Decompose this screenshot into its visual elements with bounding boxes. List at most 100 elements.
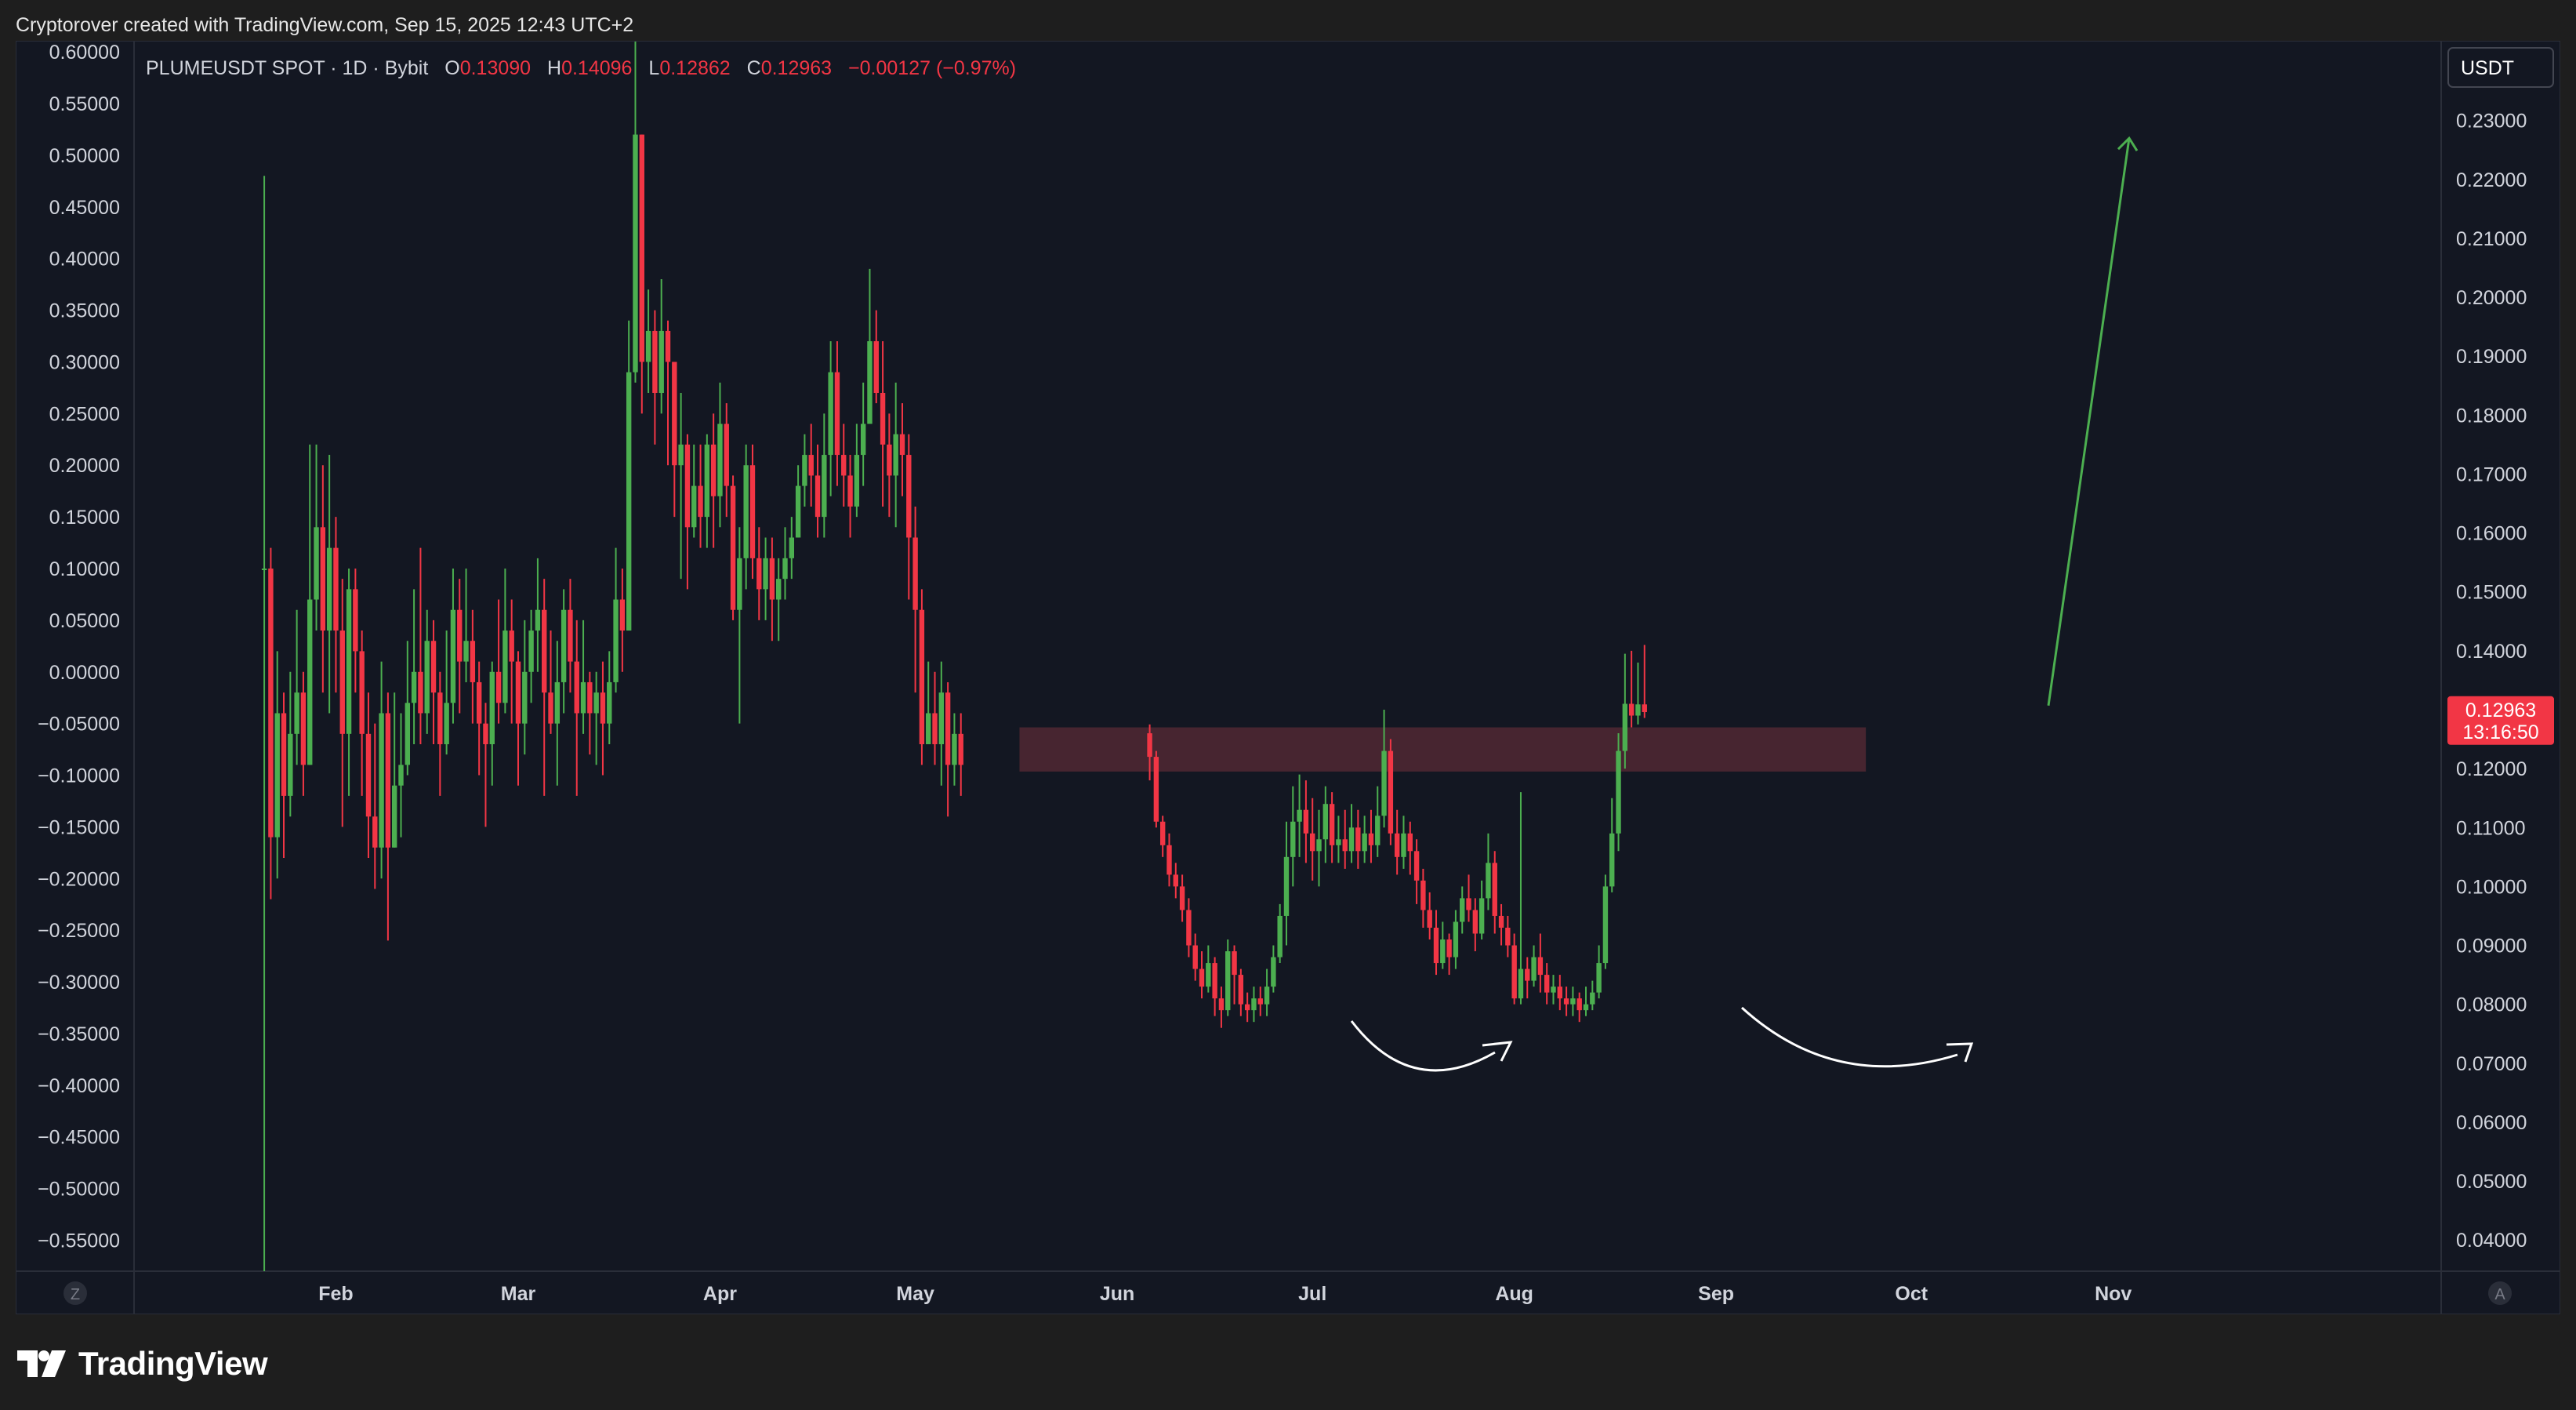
candle[interactable] (365, 692, 372, 858)
candle[interactable] (495, 599, 502, 724)
candle[interactable] (887, 413, 892, 518)
candle[interactable] (339, 579, 345, 827)
candle[interactable] (1642, 645, 1647, 718)
candle[interactable] (645, 289, 651, 393)
chart-panel[interactable]: 0.60000 0.55000 0.50000 0.45000 0.40000 0.350… (16, 41, 2560, 1314)
candle[interactable] (1316, 809, 1322, 887)
candle[interactable] (274, 651, 280, 879)
candle[interactable] (737, 527, 742, 724)
candle[interactable] (724, 403, 729, 518)
candle[interactable] (952, 713, 957, 786)
candle[interactable] (418, 547, 423, 744)
candle[interactable] (1368, 809, 1374, 863)
candle[interactable] (763, 537, 768, 620)
candle[interactable] (906, 434, 912, 600)
candle[interactable] (411, 589, 417, 744)
auto-scale-right-button[interactable]: A (2488, 1281, 2512, 1305)
candle[interactable] (932, 671, 938, 765)
candle[interactable] (385, 692, 391, 941)
candle[interactable] (281, 692, 287, 858)
candle[interactable] (1492, 851, 1497, 934)
candle[interactable] (769, 537, 775, 641)
candle[interactable] (1322, 786, 1329, 863)
candle[interactable] (1486, 833, 1491, 910)
candle[interactable] (847, 455, 853, 538)
candle[interactable] (1420, 868, 1426, 928)
candle[interactable] (1348, 804, 1355, 863)
candle[interactable] (554, 641, 561, 786)
candle[interactable] (1427, 892, 1432, 940)
candle[interactable] (587, 671, 593, 755)
right-price-axis[interactable]: 0.240000.230000.220000.210000.200000.190… (2456, 52, 2527, 1252)
candle[interactable] (1505, 915, 1511, 958)
candle[interactable] (782, 527, 788, 600)
candle[interactable] (1388, 739, 1394, 845)
candle[interactable] (1329, 792, 1335, 863)
candle[interactable] (430, 620, 437, 744)
candle[interactable] (1212, 957, 1217, 1016)
candle[interactable] (333, 517, 339, 693)
candle[interactable] (1290, 786, 1296, 887)
candle[interactable] (1433, 910, 1439, 976)
candle[interactable] (1537, 933, 1544, 993)
candle[interactable] (912, 506, 918, 693)
candle[interactable] (1303, 780, 1309, 863)
candle[interactable] (463, 569, 469, 682)
candle[interactable] (483, 703, 488, 827)
candle[interactable] (795, 465, 801, 538)
candle[interactable] (1186, 898, 1192, 958)
candle[interactable] (1570, 987, 1576, 1016)
candle[interactable] (717, 382, 723, 528)
candle[interactable] (476, 661, 482, 776)
candle[interactable] (1206, 945, 1211, 993)
left-price-axis[interactable]: 0.60000 0.55000 0.50000 0.45000 0.40000 0.350… (38, 42, 120, 1252)
candle[interactable] (574, 620, 579, 796)
auto-scale-left-button[interactable]: Z (63, 1281, 87, 1305)
candle[interactable] (815, 444, 821, 538)
candle[interactable] (730, 475, 736, 620)
candle[interactable] (828, 341, 833, 496)
candle[interactable] (372, 723, 378, 889)
candle[interactable] (1355, 809, 1361, 869)
candle[interactable] (320, 465, 326, 693)
candle[interactable] (561, 589, 567, 714)
candle[interactable] (1271, 945, 1276, 993)
candle[interactable] (841, 423, 847, 507)
candle[interactable] (1407, 821, 1413, 875)
candle[interactable] (1590, 980, 1595, 1011)
candle[interactable] (1472, 898, 1478, 952)
candle[interactable] (314, 444, 319, 631)
candle[interactable] (405, 641, 411, 776)
candle[interactable] (945, 681, 951, 817)
candle[interactable] (548, 631, 553, 734)
candle[interactable] (444, 631, 449, 755)
candle[interactable] (424, 609, 430, 734)
candle[interactable] (698, 444, 703, 548)
currency-button[interactable]: USDT (2447, 47, 2554, 88)
candle[interactable] (691, 444, 697, 538)
candle[interactable] (535, 558, 541, 672)
candle[interactable] (743, 444, 749, 590)
candle[interactable] (652, 310, 658, 445)
candle[interactable] (509, 599, 514, 724)
candle[interactable] (1551, 975, 1556, 1005)
candle[interactable] (528, 609, 534, 703)
candle[interactable] (633, 42, 638, 383)
candle[interactable] (300, 671, 307, 796)
tradingview-logo[interactable]: TradingView (17, 1345, 268, 1383)
candle[interactable] (593, 671, 599, 765)
candle[interactable] (672, 362, 677, 518)
resistance-zone[interactable] (1019, 727, 1867, 772)
candle[interactable] (1251, 987, 1257, 1023)
candle[interactable] (789, 517, 795, 580)
candle[interactable] (1336, 816, 1341, 863)
candle[interactable] (1616, 733, 1621, 852)
candle[interactable] (1394, 809, 1400, 875)
candle[interactable] (1511, 933, 1517, 1005)
candle[interactable] (1563, 987, 1569, 1016)
candle[interactable] (659, 279, 664, 414)
candle[interactable] (489, 661, 495, 786)
candle[interactable] (958, 713, 963, 796)
candle[interactable] (938, 661, 945, 786)
candle[interactable] (307, 444, 313, 765)
